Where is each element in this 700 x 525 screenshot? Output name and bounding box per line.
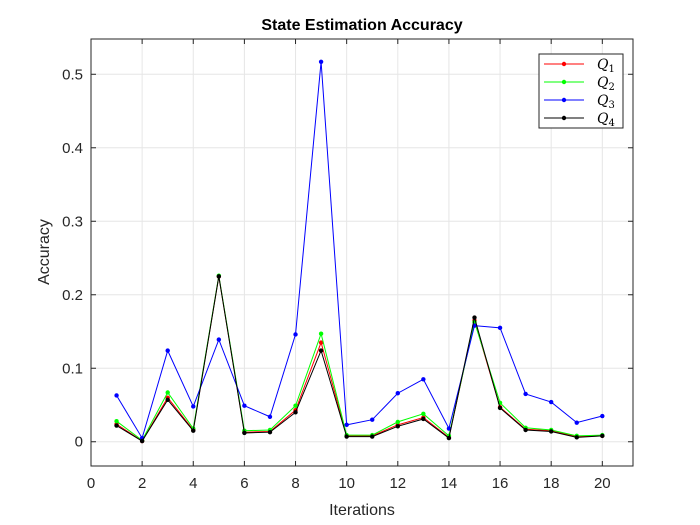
data-point (600, 413, 605, 419)
chart-title: State Estimation Accuracy (261, 17, 462, 34)
data-point (216, 337, 222, 342)
data-point (242, 403, 247, 408)
data-point (318, 348, 324, 353)
legend-item-q4: Q4 (544, 111, 615, 129)
y-tick-label: 0 (75, 434, 83, 451)
data-point (446, 435, 452, 441)
data-point (395, 424, 400, 429)
data-point (293, 332, 298, 337)
data-point (318, 331, 324, 336)
data-point (600, 433, 605, 439)
series-layer (114, 59, 605, 444)
data-point (267, 429, 273, 435)
data-point (523, 427, 528, 433)
legend-item-q3: Q3 (544, 93, 615, 111)
data-point (114, 393, 119, 398)
x-axis-label: Iterations (329, 502, 395, 519)
data-point (216, 274, 222, 279)
legend-item-q2: Q2 (544, 75, 615, 93)
data-point (370, 434, 375, 439)
legend-label: Q1 (597, 57, 615, 75)
legend-label: Q3 (597, 93, 615, 111)
y-tick-label: 0.3 (62, 213, 83, 230)
axis-ticks: 0 2 4 6 8 10 12 14 16 18 20 0 0.1 0.2 0.3 0.4 0.5 (62, 39, 633, 492)
legend-label: Q2 (597, 75, 615, 93)
data-point (344, 434, 349, 439)
axes-box (90, 38, 634, 467)
y-tick-label: 0.4 (62, 140, 83, 157)
x-tick-label: 0 (87, 475, 95, 492)
data-point (293, 403, 298, 408)
data-point (191, 404, 196, 409)
data-point (395, 419, 400, 425)
data-point (548, 429, 554, 434)
data-point (344, 422, 349, 428)
x-tick-label: 20 (594, 475, 611, 492)
data-point (267, 414, 273, 419)
x-tick-label: 8 (291, 475, 299, 492)
data-point (370, 417, 375, 422)
data-point (574, 420, 579, 425)
data-point (114, 418, 119, 424)
x-tick-label: 12 (389, 475, 406, 492)
legend-item-q1: Q1 (544, 57, 615, 75)
x-tick-label: 4 (189, 475, 197, 492)
series-q3 (114, 59, 605, 441)
series-line (116, 276, 603, 442)
data-point (446, 426, 452, 431)
y-tick-label: 0.2 (62, 287, 83, 304)
data-point (114, 423, 119, 428)
data-point (165, 390, 170, 395)
y-tick-label: 0.5 (62, 66, 83, 83)
data-point (421, 411, 426, 417)
x-tick-label: 6 (240, 475, 248, 492)
data-point (318, 340, 324, 345)
data-point (497, 325, 503, 331)
x-tick-label: 16 (492, 475, 509, 492)
data-point (574, 435, 579, 440)
data-point (191, 428, 196, 433)
y-tick-label: 0.1 (62, 360, 83, 377)
data-point (548, 399, 554, 405)
series-q4 (114, 274, 605, 444)
data-point (165, 348, 170, 353)
series-line (116, 61, 603, 440)
data-point (139, 438, 145, 444)
data-point (421, 377, 426, 382)
legend-marker (561, 115, 567, 121)
data-point (293, 410, 298, 415)
data-point (472, 315, 477, 320)
legend-label: Q4 (597, 111, 615, 129)
legend-marker (561, 97, 567, 103)
x-tick-label: 2 (138, 475, 146, 492)
data-point (497, 405, 503, 411)
legend-marker (561, 61, 567, 67)
x-tick-label: 18 (543, 475, 560, 492)
data-point (242, 430, 247, 436)
y-axis-label: Accuracy (36, 219, 53, 285)
legend-box (538, 53, 624, 129)
data-point (318, 59, 324, 64)
grid-lines (90, 39, 633, 466)
data-point (165, 397, 170, 403)
x-tick-label: 10 (338, 475, 355, 492)
x-tick-label: 14 (441, 475, 458, 492)
legend-marker (561, 79, 567, 85)
data-point (395, 391, 400, 396)
data-point (523, 391, 528, 397)
data-point (421, 416, 426, 422)
